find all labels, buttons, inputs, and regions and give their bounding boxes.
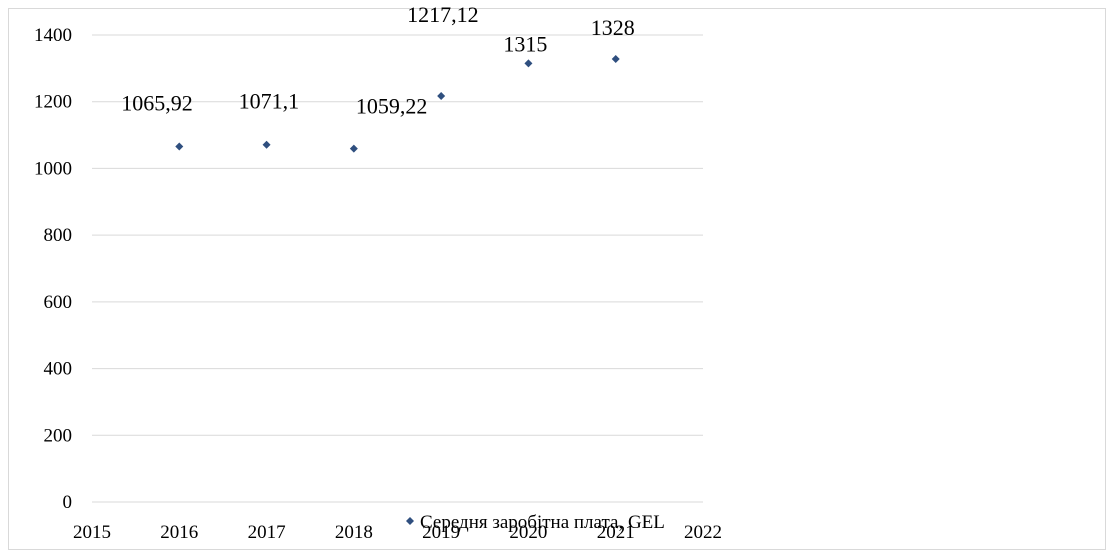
x-tick-label: 2021	[597, 522, 635, 543]
gridlines	[92, 34, 703, 503]
data-point	[349, 144, 358, 153]
data-point	[524, 59, 533, 68]
legend: Середня заробітна плата, GEL	[406, 512, 665, 533]
x-tick-label: 2019	[422, 522, 460, 543]
y-tick-label: 200	[44, 425, 73, 446]
y-tick-label: 1200	[34, 92, 72, 113]
y-tick-label: 1000	[34, 158, 72, 179]
legend-label: Середня заробітна плата, GEL	[420, 512, 665, 533]
data-label: 1315	[503, 31, 547, 56]
chart-frame	[8, 8, 1106, 550]
data-label: 1071,1	[239, 89, 299, 114]
data-label: 1059,22	[356, 94, 428, 119]
x-axis-ticks: 2015 2016 2017 2018 2019 2020 2021 2022	[73, 522, 722, 543]
data-point	[611, 55, 620, 64]
data-point	[175, 142, 184, 151]
data-point	[262, 140, 271, 149]
y-tick-label: 600	[44, 292, 73, 313]
y-tick-label: 800	[44, 225, 73, 246]
y-tick-label: 400	[44, 359, 73, 380]
x-tick-label: 2018	[335, 522, 373, 543]
y-tick-label: 0	[63, 492, 73, 513]
x-tick-label: 2020	[509, 522, 547, 543]
data-point	[437, 92, 446, 101]
y-axis-ticks: 0 200 400 600 800 1000 1200 1400	[34, 25, 72, 513]
data-label: 1065,92	[121, 90, 192, 115]
data-points	[175, 55, 620, 153]
legend-marker	[406, 517, 414, 525]
x-tick-label: 2016	[160, 522, 198, 543]
x-tick-label: 2022	[684, 522, 722, 543]
x-tick-label: 2017	[248, 522, 286, 543]
data-label: 1328	[591, 15, 635, 40]
x-tick-label: 2015	[73, 522, 111, 543]
data-labels: 1065,92 1071,1 1059,22 1217,12 1315 1328	[121, 2, 634, 119]
data-label: 1217,12	[407, 2, 479, 27]
y-tick-label: 1400	[34, 25, 72, 46]
